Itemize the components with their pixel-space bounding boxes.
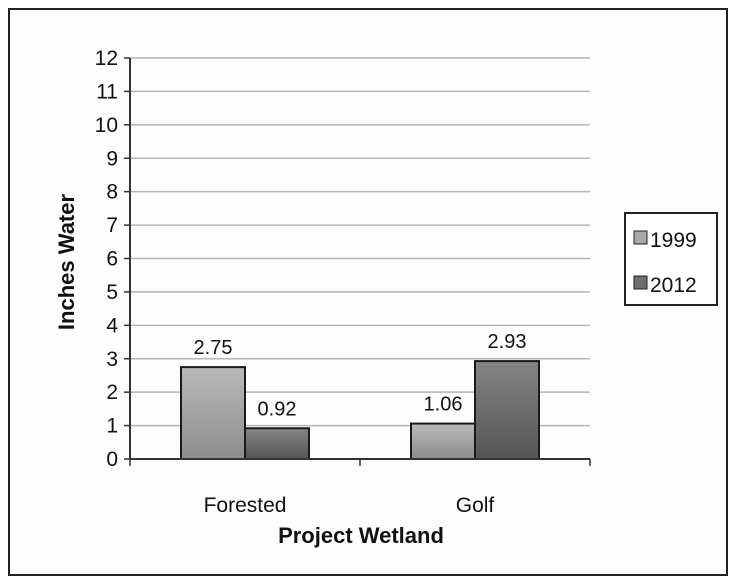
legend-swatch-2012 bbox=[633, 275, 648, 290]
legend-box bbox=[624, 212, 718, 306]
bars bbox=[180, 360, 540, 461]
data-label: 0.92 bbox=[258, 398, 297, 420]
bar-2012-forested bbox=[244, 427, 310, 460]
x-axis-categories: Forested Golf bbox=[204, 494, 495, 517]
y-tick-label: 7 bbox=[106, 214, 118, 237]
y-tick-label: 10 bbox=[95, 114, 118, 137]
y-tick-label: 12 bbox=[95, 47, 118, 70]
y-axis-title: Inches Water bbox=[54, 194, 79, 331]
data-label: 1.06 bbox=[424, 394, 463, 416]
x-axis-title: Project Wetland bbox=[278, 523, 444, 548]
category-label-golf: Golf bbox=[456, 494, 495, 517]
y-tick-label: 11 bbox=[96, 80, 118, 103]
bar-2012-golf bbox=[474, 360, 540, 461]
y-tick-label: 5 bbox=[106, 281, 118, 304]
legend-label-1999: 1999 bbox=[650, 229, 697, 252]
y-tick-label: 4 bbox=[106, 314, 118, 337]
data-labels: 2.75 0.92 1.06 2.93 bbox=[194, 331, 527, 420]
y-tick-label: 0 bbox=[106, 448, 118, 471]
data-label: 2.93 bbox=[488, 331, 527, 353]
y-tick-label: 6 bbox=[106, 248, 118, 271]
legend: 1999 2012 bbox=[624, 212, 718, 306]
y-tick-label: 9 bbox=[106, 147, 118, 170]
y-tick-label: 1 bbox=[106, 415, 118, 438]
data-label: 2.75 bbox=[194, 337, 233, 359]
bar-1999-forested bbox=[180, 366, 246, 460]
y-tick-label: 2 bbox=[106, 381, 118, 404]
axes bbox=[129, 58, 591, 466]
y-tick-label: 3 bbox=[106, 348, 118, 371]
category-label-forested: Forested bbox=[204, 494, 287, 517]
legend-label-2012: 2012 bbox=[650, 274, 697, 297]
bar-1999-golf bbox=[410, 422, 476, 461]
y-tick-label: 8 bbox=[106, 181, 118, 204]
legend-swatch-1999 bbox=[633, 230, 648, 245]
